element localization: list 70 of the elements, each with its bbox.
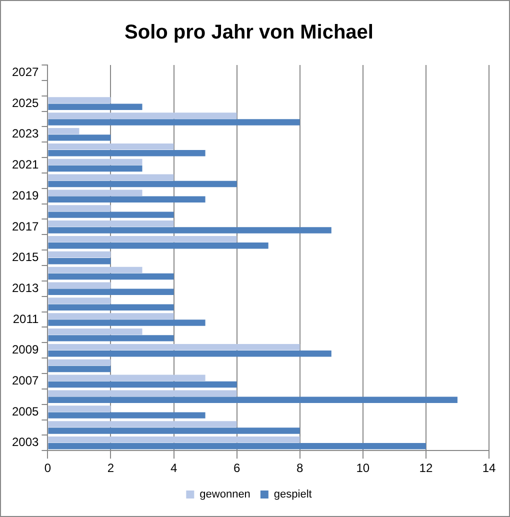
bar [48,436,300,443]
y-tick-label: 2027 [12,65,40,80]
bar [48,412,206,418]
bar [48,313,174,320]
bar [48,128,80,134]
bar [48,258,111,264]
bar [48,134,111,141]
bar [48,282,111,288]
y-tick-label: 2007 [12,374,40,388]
x-tick-label: 8 [296,461,304,476]
bar [48,227,332,234]
bar [48,150,206,156]
bar [48,320,206,326]
x-tick-label: 14 [482,461,496,476]
y-tick-label: 2003 [12,435,40,450]
x-tick-label: 0 [44,461,52,476]
x-tick-label: 4 [170,461,178,476]
bar [48,304,174,310]
bar [48,396,458,404]
legend-label: gespielt [274,488,312,501]
bar [48,443,426,450]
bar [48,266,142,274]
bar [48,390,237,396]
bar [48,335,174,342]
chart-title: Solo pro Jahr von Michael [124,22,374,44]
bar [48,158,142,166]
bar [48,119,300,126]
bar [48,174,174,181]
bar [48,381,237,388]
y-tick-label: 2021 [12,158,40,172]
bar [48,374,206,382]
bar [48,212,174,218]
bar [48,180,237,188]
bar [48,242,268,249]
bar [48,273,174,280]
bar [48,298,111,304]
bar [48,328,142,335]
y-tick-label: 2025 [12,96,40,110]
bar [48,112,237,119]
bar [48,428,300,434]
bar [48,104,142,110]
bar [48,190,142,196]
y-tick-label: 2009 [12,342,40,357]
bar [48,406,111,412]
bar [48,143,174,150]
bar [48,366,111,372]
bar [48,288,174,296]
y-tick-label: 2019 [12,188,40,202]
y-tick-label: 2013 [12,280,40,295]
bar [48,97,111,104]
bar [48,165,142,172]
y-tick-label: 2011 [12,312,40,326]
x-tick-label: 10 [356,461,370,476]
bar [48,344,300,350]
y-tick-label: 2015 [12,250,40,264]
bar [48,205,111,212]
x-tick-label: 12 [419,461,433,476]
legend-label: gewonnen [200,488,250,501]
y-tick-label: 2017 [12,219,40,234]
y-tick-label: 2023 [12,126,40,141]
bar [48,421,237,428]
bar [48,220,174,227]
bar [48,236,237,242]
bar [48,251,111,258]
bar [48,350,332,357]
x-tick-label: 2 [107,461,114,476]
bar [48,196,206,202]
y-tick-label: 2005 [12,404,40,418]
x-tick-label: 6 [233,461,240,476]
bar [48,359,111,366]
